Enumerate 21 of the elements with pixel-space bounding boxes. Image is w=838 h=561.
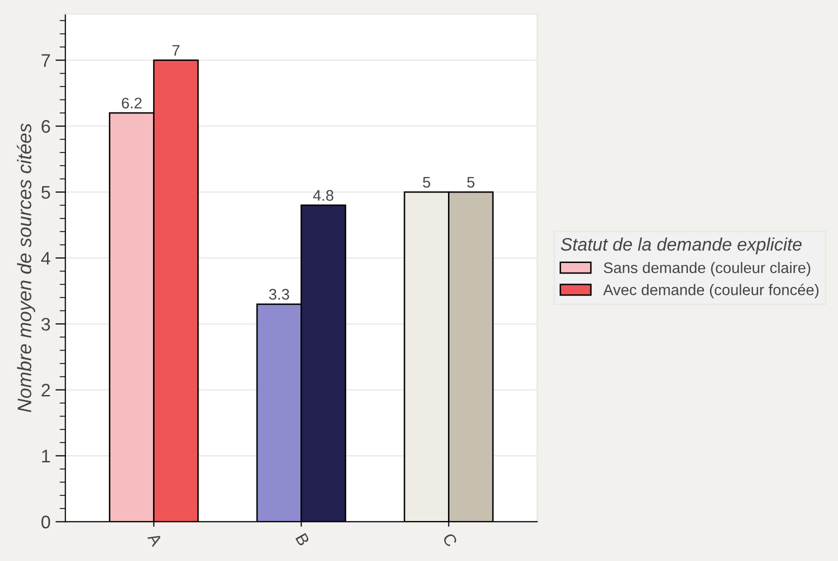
data-label: 6.2 bbox=[122, 98, 142, 109]
y-tick-label: 3 bbox=[41, 318, 50, 331]
y-tick-label: 5 bbox=[41, 186, 50, 199]
y-tick-label: 6 bbox=[42, 120, 50, 133]
legend-title: Statut de la demande explicite bbox=[560, 237, 802, 254]
x-tick-label: A bbox=[147, 532, 163, 548]
data-label: 4.8 bbox=[313, 190, 334, 201]
data-label: 3.3 bbox=[269, 288, 290, 300]
y-axis-title: Nombre moyen de sources citées bbox=[16, 123, 36, 412]
x-tick-label: B bbox=[295, 532, 310, 546]
y-tick-label: 0 bbox=[41, 516, 50, 528]
data-label: 5 bbox=[422, 176, 430, 188]
data-label: 5 bbox=[467, 176, 474, 188]
legend-label: Avec demande (couleur foncée) bbox=[603, 284, 818, 298]
y-tick-label: 7 bbox=[42, 54, 50, 67]
y-tick-label: 1 bbox=[42, 450, 50, 462]
y-tick-label: 2 bbox=[42, 384, 50, 396]
x-tick-label: C bbox=[442, 532, 458, 548]
y-tick-label: 4 bbox=[41, 252, 50, 265]
legend-label: Sans demande (couleur claire) bbox=[604, 262, 810, 276]
data-label: 7 bbox=[172, 45, 180, 56]
